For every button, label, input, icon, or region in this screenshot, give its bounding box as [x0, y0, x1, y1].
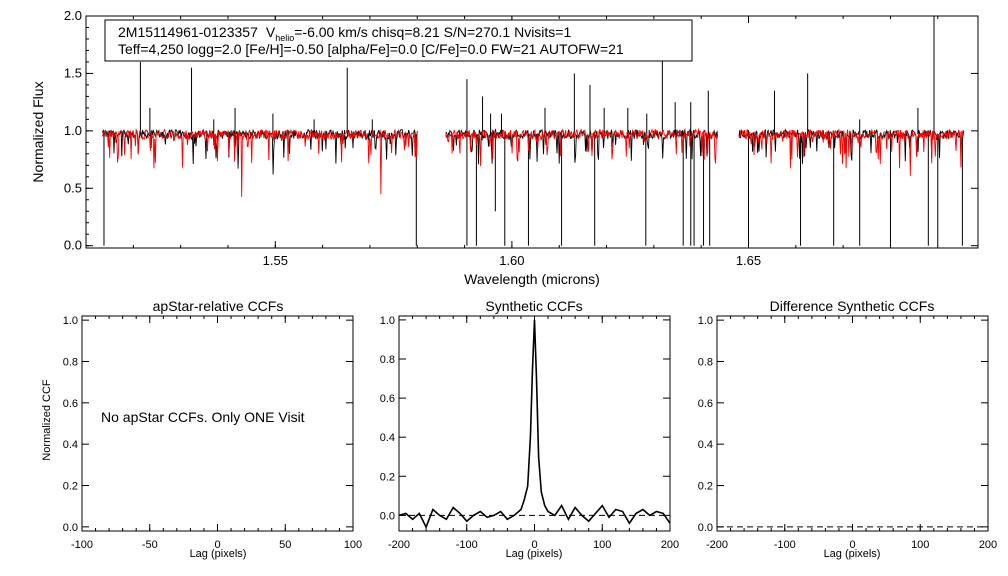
apstar-ccf-xtick-label: 50: [279, 539, 291, 551]
synthetic-ccf-ytick-label: 0.6: [380, 393, 395, 405]
apstar-ccf-xtick-label: -100: [71, 539, 93, 551]
spectrum-xlabel: Wavelength (microns): [464, 271, 600, 287]
spectrum-xtick-label: 1.55: [263, 253, 288, 268]
apstar-ccf-xtick-label: 0: [214, 539, 220, 551]
apstar-ccf-title: apStar-relative CCFs: [153, 298, 284, 314]
header-star-id: 2M15114961-0123357: [118, 24, 258, 40]
synthetic-ccf-ytick-label: 0.0: [380, 510, 395, 522]
spectrum-xtick-label: 1.60: [499, 253, 524, 268]
difference-ccf-ytick-label: 0.4: [698, 439, 713, 451]
apstar-ccf-ytick-label: 0.6: [63, 398, 78, 410]
synthetic-ccf-ytick-label: 1.0: [380, 315, 395, 327]
spectrum-xtick-label: 1.65: [736, 253, 761, 268]
apstar-ccf-ytick-label: 0.8: [63, 356, 78, 368]
synthetic-ccf-line: [398, 319, 671, 530]
spectrum-ytick-label: 2.0: [64, 8, 82, 23]
difference-ccf-ytick-label: 0.8: [698, 356, 713, 368]
header-v-subscript: helio: [275, 33, 294, 43]
difference-ccf-ytick-label: 0.2: [698, 481, 713, 493]
difference-ccf-title: Difference Synthetic CCFs: [770, 298, 935, 314]
difference-ccf-xtick-label: -100: [774, 539, 796, 551]
difference-ccf-xlabel: Lag (pixels): [824, 548, 881, 560]
synthetic-ccf-ytick-label: 0.2: [380, 471, 395, 483]
apstar-ccf-ytick-label: 0.4: [63, 439, 78, 451]
synthetic-ccf-xtick-label: 100: [593, 539, 611, 551]
apstar-ccf-ylabel: Normalized CCF: [41, 379, 53, 461]
difference-ccf-xtick-label: 100: [911, 539, 929, 551]
model-spectrum-segment: [738, 128, 965, 176]
difference-ccf-xtick-label: -200: [706, 539, 728, 551]
difference-ccf-ytick-label: 0.6: [698, 398, 713, 410]
synthetic-ccf-xtick-label: -200: [388, 539, 410, 551]
difference-ccf-ticks: -200 -100 0 100 200 0.0 0.2 0.4 0.6 0.8 1.0: [698, 315, 997, 551]
spectrum-frame: [85, 15, 979, 249]
synthetic-ccf-ytick-label: 0.4: [380, 432, 395, 444]
header-box: [104, 19, 693, 62]
difference-ccf-panel: Difference Synthetic CCFs -200 -100 0 100 20…: [698, 298, 997, 560]
spectrum-ticks: 1.55 1.60 1.65 0.0 0.5 1.0 1.5 2.0: [64, 8, 978, 268]
synthetic-ccf-title: Synthetic CCFs: [485, 298, 582, 314]
apstar-ccf-ytick-label: 0.0: [63, 522, 78, 534]
difference-ccf-ytick-label: 0.0: [698, 522, 713, 534]
model-spectrum-segment: [445, 127, 719, 167]
spectrum-ylabel: Normalized Flux: [30, 81, 46, 182]
apstar-ccf-xtick-label: -50: [142, 539, 158, 551]
apstar-ccf-annotation: No apStar CCFs. Only ONE Visit: [101, 409, 305, 425]
spectrum-ytick-label: 1.5: [64, 65, 82, 80]
difference-ccf-xtick-label: 200: [979, 539, 997, 551]
spectrum-ytick-label: 1.0: [64, 123, 82, 138]
header-line-1-rest: =-6.00 km/s chisq=8.21 S/N=270.1 Nvisits…: [294, 24, 571, 40]
header-v-symbol: V: [266, 24, 276, 40]
spectrum-ytick-label: 0.0: [64, 238, 82, 253]
apstar-ccf-xtick-label: 100: [344, 539, 362, 551]
synthetic-ccf-xtick-label: 200: [661, 539, 679, 551]
apstar-ccf-ytick-label: 0.2: [63, 481, 78, 493]
synthetic-ccf-frame: [398, 315, 671, 532]
difference-ccf-xtick-label: 0: [849, 539, 855, 551]
synthetic-ccf-xlabel: Lag (pixels): [506, 548, 563, 560]
difference-ccf-ytick-label: 1.0: [698, 315, 713, 327]
synthetic-ccf-xtick-label: 0: [531, 539, 537, 551]
synthetic-ccf-panel: Synthetic CCFs -200 -100 0 100 200 0.0 0.2 0.4 0…: [380, 298, 679, 560]
synthetic-ccf-plot: [398, 319, 671, 530]
apstar-ccf-panel: apStar-relative CCFs -100 -50 0 50 100 0.0 0.2…: [41, 298, 362, 560]
header-line-1: 2M15114961-0123357 Vhelio=-6.00 km/s chis…: [118, 24, 571, 43]
spectrum-panel: 1.55 1.60 1.65 0.0 0.5 1.0 1.5 2.0 2M15114961-0…: [30, 8, 979, 287]
spectrum-ytick-label: 0.5: [64, 180, 82, 195]
header-line-2: Teff=4,250 logg=2.0 [Fe/H]=-0.50 [alpha/…: [118, 41, 624, 57]
synthetic-ccf-ytick-label: 0.8: [380, 354, 395, 366]
apstar-ccf-xlabel: Lag (pixels): [190, 548, 247, 560]
synthetic-ccf-xtick-label: -100: [456, 539, 478, 551]
difference-ccf-frame: [716, 315, 989, 532]
model-spectrum-series: [102, 127, 965, 197]
apstar-ccf-ytick-label: 1.0: [63, 315, 78, 327]
apstar-ccf-ticks: -100 -50 0 50 100 0.0 0.2 0.4 0.6 0.8 1.0: [63, 315, 362, 551]
synthetic-ccf-ticks: -200 -100 0 100 200 0.0 0.2 0.4 0.6 0.8 1.0: [380, 315, 679, 551]
model-spectrum-segment: [102, 128, 418, 197]
